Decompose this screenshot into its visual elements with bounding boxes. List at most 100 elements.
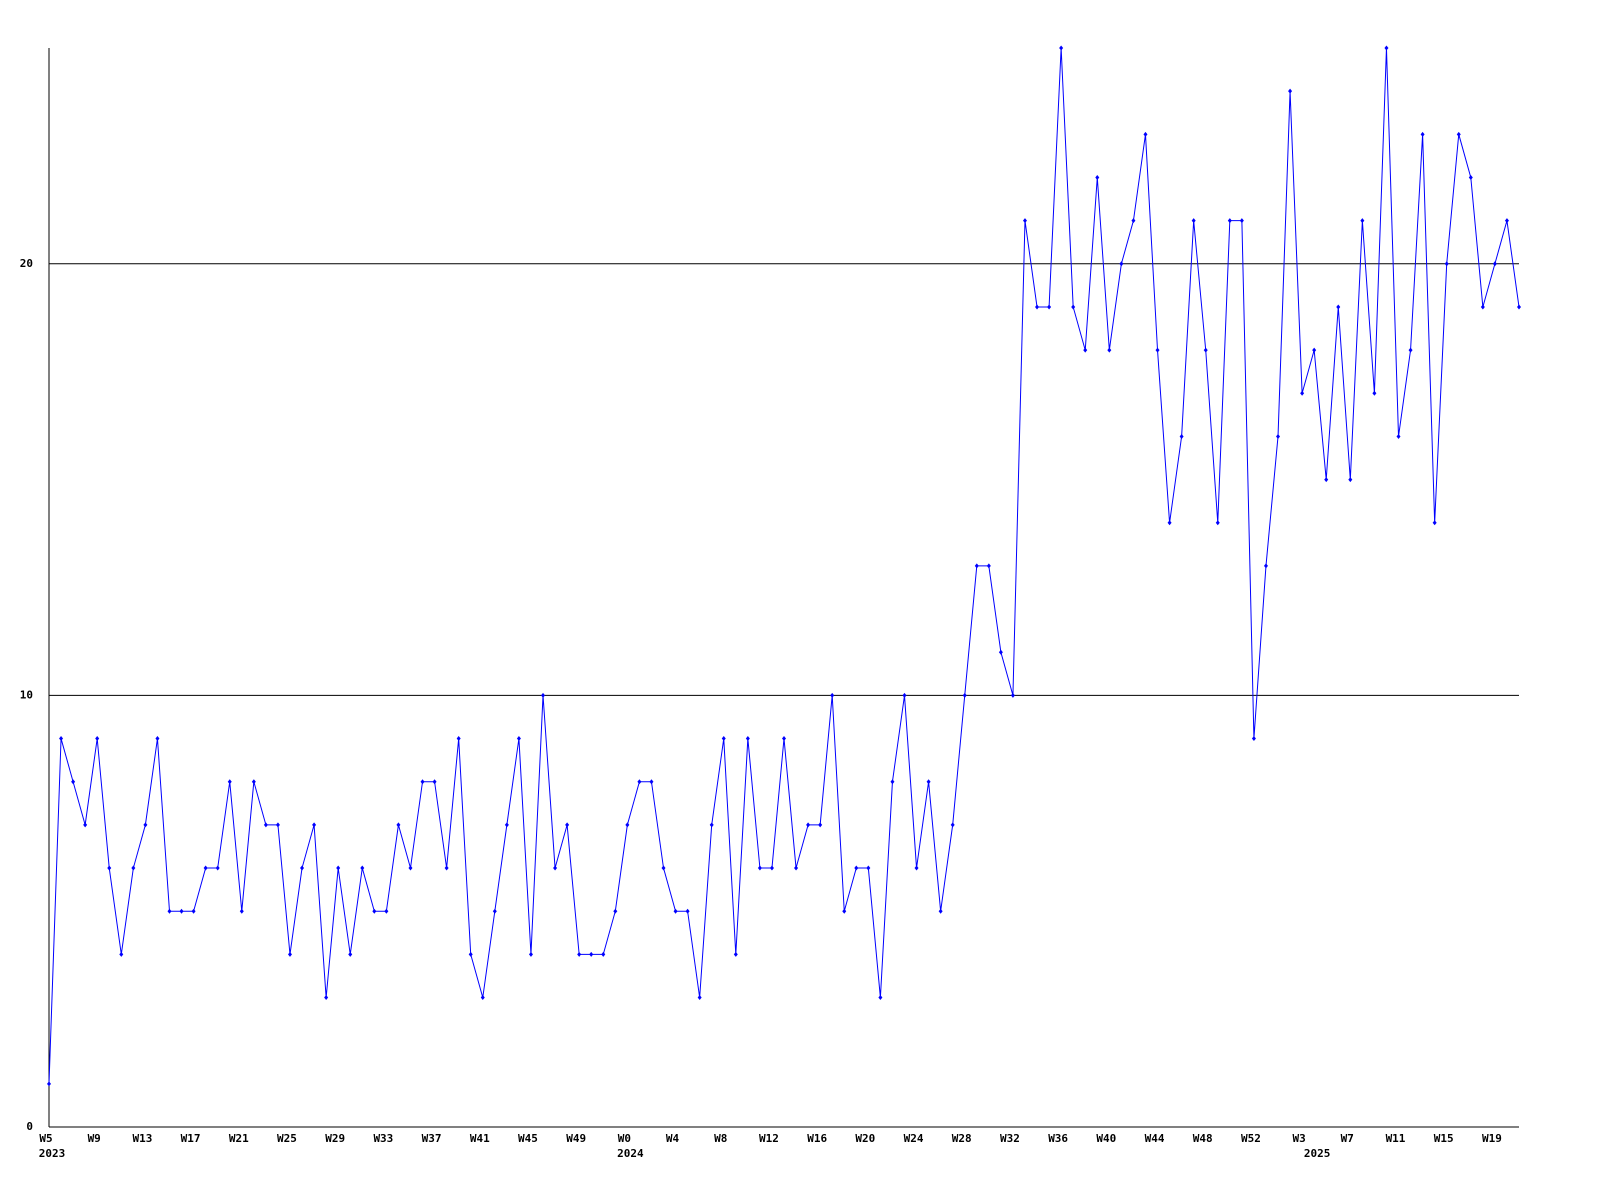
data-point xyxy=(1468,174,1473,180)
data-point xyxy=(1227,218,1232,224)
data-point xyxy=(866,865,871,871)
data-point xyxy=(577,951,582,957)
x-tick-label: W12 xyxy=(759,1132,779,1145)
data-point xyxy=(1155,347,1160,353)
data-point xyxy=(492,908,497,914)
data-point xyxy=(203,865,208,871)
data-point xyxy=(1251,736,1256,742)
data-point xyxy=(1444,261,1449,267)
x-tick-label: W0 xyxy=(618,1132,631,1145)
data-point xyxy=(239,908,244,914)
data-point xyxy=(215,865,220,871)
x-tick-label: W41 xyxy=(470,1132,490,1145)
data-point xyxy=(1408,347,1413,353)
data-point xyxy=(661,865,666,871)
data-point xyxy=(589,951,594,957)
data-point xyxy=(251,779,256,785)
data-point xyxy=(1420,131,1425,137)
data-point xyxy=(1239,218,1244,224)
data-point xyxy=(938,908,943,914)
data-point xyxy=(998,649,1003,655)
data-point xyxy=(1059,45,1064,51)
data-point xyxy=(372,908,377,914)
data-point xyxy=(926,779,931,785)
data-point xyxy=(1276,433,1281,439)
data-point xyxy=(480,995,485,1001)
data-point xyxy=(1022,218,1027,224)
data-point xyxy=(1035,304,1040,310)
data-point xyxy=(1095,174,1100,180)
x-tick-label: W7 xyxy=(1341,1132,1354,1145)
data-point xyxy=(1384,45,1389,51)
data-point xyxy=(721,736,726,742)
data-point xyxy=(275,822,280,828)
data-point xyxy=(782,736,786,742)
data-point xyxy=(432,779,437,785)
data-point xyxy=(1071,304,1076,310)
data-point xyxy=(384,908,389,914)
data-point xyxy=(107,865,112,871)
data-point xyxy=(878,995,883,1001)
x-tick-label: W21 xyxy=(229,1132,249,1145)
data-point xyxy=(1492,261,1497,267)
data-point xyxy=(504,822,509,828)
data-point xyxy=(1324,477,1329,483)
data-point xyxy=(1107,347,1112,353)
data-point xyxy=(191,908,196,914)
x-tick-label: W49 xyxy=(566,1132,586,1145)
x-tick-label: W3 xyxy=(1292,1132,1305,1145)
x-tick-label: W40 xyxy=(1096,1132,1116,1145)
data-line xyxy=(48,47,1520,1084)
data-point xyxy=(1167,520,1172,526)
x-tick-label: W32 xyxy=(1000,1132,1020,1145)
x-year-label: 2023 xyxy=(39,1147,66,1160)
data-point xyxy=(757,865,762,871)
data-point xyxy=(685,908,690,914)
data-point xyxy=(962,692,967,698)
x-year-label: 2024 xyxy=(617,1147,644,1160)
x-year-label: 2025 xyxy=(1304,1147,1331,1160)
data-point xyxy=(83,822,88,828)
data-point xyxy=(456,736,461,742)
x-tick-label: W13 xyxy=(132,1132,152,1145)
data-point xyxy=(1336,304,1341,310)
data-point xyxy=(1432,520,1437,526)
x-tick-label: W36 xyxy=(1048,1132,1068,1145)
data-point xyxy=(47,1081,51,1087)
data-point xyxy=(167,908,172,914)
data-point xyxy=(637,779,642,785)
data-point xyxy=(709,822,714,828)
data-point xyxy=(806,822,811,828)
y-tick-label: 10 xyxy=(20,688,33,701)
x-tick-label: W9 xyxy=(88,1132,101,1145)
x-tick-label: W4 xyxy=(666,1132,680,1145)
data-point xyxy=(1517,304,1521,310)
data-point xyxy=(227,779,232,785)
data-point xyxy=(95,736,100,742)
data-point xyxy=(673,908,678,914)
data-point xyxy=(601,951,606,957)
data-point xyxy=(649,779,654,785)
data-point xyxy=(1396,433,1401,439)
data-point xyxy=(348,951,353,957)
data-point xyxy=(1203,347,1208,353)
data-point xyxy=(396,822,401,828)
x-tick-label: W28 xyxy=(952,1132,972,1145)
data-point xyxy=(312,822,317,828)
data-point xyxy=(745,736,750,742)
data-point xyxy=(300,865,305,871)
x-tick-label: W24 xyxy=(904,1132,924,1145)
data-point xyxy=(541,692,546,698)
data-point xyxy=(902,692,907,698)
y-tick-label: 20 xyxy=(20,257,33,270)
data-point xyxy=(1010,692,1015,698)
data-point xyxy=(769,865,774,871)
data-point xyxy=(1456,131,1461,137)
x-tick-label: W15 xyxy=(1434,1132,1454,1145)
data-point xyxy=(854,865,859,871)
data-point xyxy=(528,951,533,957)
data-point xyxy=(1263,563,1268,569)
data-point xyxy=(794,865,799,871)
